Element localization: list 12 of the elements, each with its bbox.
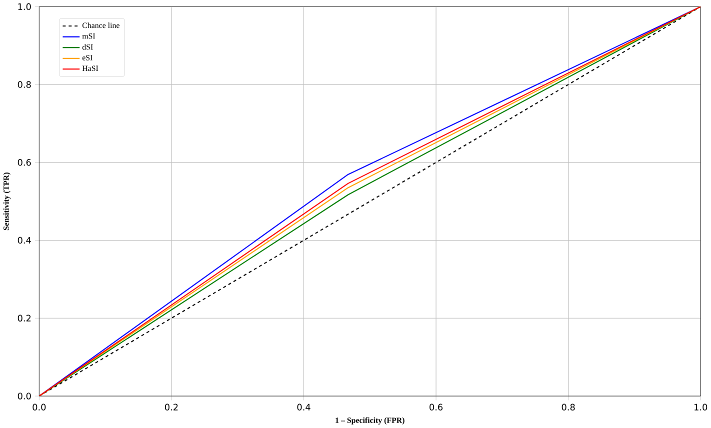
x-tick-label: 0.2 [164,404,178,411]
y-tick-label: 0.2 [18,314,31,322]
x-tick-label: 0.6 [430,404,443,411]
y-tick-label: 0.8 [18,81,31,88]
y-tick-label: 0.4 [18,236,31,244]
x-tick-label: 0.4 [297,404,310,411]
y-tick-label: 1.0 [18,3,31,10]
y-tick-label: 0.0 [18,392,31,400]
x-tick-label: 0.0 [32,404,46,411]
x-tick-label: 1.0 [694,404,708,411]
y-tick-label: 0.6 [18,159,31,166]
x-tick-label: 0.8 [562,404,575,411]
